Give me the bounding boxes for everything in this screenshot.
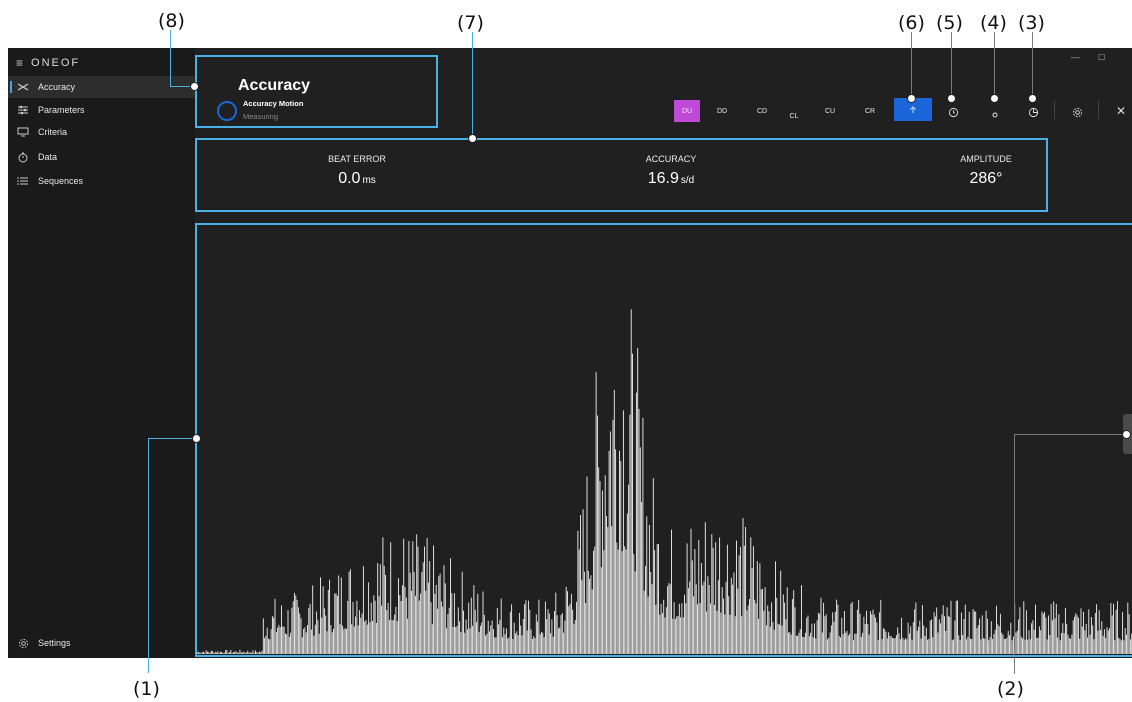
callout-6: (6) [898, 12, 925, 34]
gear-icon [16, 636, 30, 650]
record-button[interactable] [991, 106, 999, 124]
gear-icon [1072, 107, 1083, 118]
sidebar-item-label: Sequences [38, 176, 84, 186]
start-button[interactable] [894, 98, 932, 121]
sidebar-item-accuracy[interactable]: Accuracy [8, 76, 195, 98]
callout-2: (2) [997, 678, 1024, 700]
position-cr-button[interactable]: CR [864, 107, 876, 115]
report-button[interactable] [1028, 105, 1039, 123]
sidebar-item-settings[interactable]: Settings [8, 632, 195, 654]
callout-dot-7 [468, 134, 477, 143]
status-text: Measuring [243, 112, 279, 121]
position-cd-button[interactable]: CD [756, 107, 768, 115]
callout-dot-1 [192, 434, 201, 443]
sidebar-item-parameters[interactable]: Parameters [8, 99, 195, 121]
beat-error-metric: BEAT ERROR 0.0 ms [305, 154, 409, 188]
leader-line-1 [148, 438, 196, 439]
small-circle-icon [992, 112, 998, 118]
metric-unit: s/d [680, 175, 695, 186]
waveform-trace [197, 309, 1132, 654]
toolbar-divider [1098, 101, 1099, 119]
accuracy-metric: ACCURACY 16.9 s/d [616, 154, 726, 188]
callout-5: (5) [936, 12, 963, 34]
callout-dot-6 [907, 94, 916, 103]
leader-line-5 [951, 32, 952, 98]
restore-icon[interactable]: ▢ [1098, 52, 1106, 61]
page-title: Accuracy [238, 77, 311, 94]
stopwatch-icon [16, 150, 30, 164]
metric-value: 16.9 [647, 170, 679, 187]
position-du-button[interactable]: DU [674, 100, 700, 122]
pie-chart-icon [1028, 107, 1039, 118]
measuring-progress-ring [217, 101, 237, 121]
callout-dot-4 [990, 94, 999, 103]
callout-dot-3 [1028, 94, 1037, 103]
toolbar-divider [1054, 101, 1055, 119]
waveform-lines [197, 309, 1132, 654]
leader-line-8 [170, 30, 171, 87]
history-button[interactable] [948, 105, 959, 123]
minimize-icon[interactable]: — [1071, 52, 1080, 62]
sidebar-item-label: Settings [38, 638, 71, 648]
callout-dot-2 [1122, 430, 1131, 439]
accuracy-icon [16, 80, 30, 94]
sidebar-item-criteria[interactable]: Criteria [8, 121, 195, 143]
brand: ≡ ONEOF [16, 56, 80, 70]
leader-line-6 [911, 32, 912, 98]
leader-line-4 [994, 32, 995, 98]
callout-1: (1) [133, 678, 160, 700]
leader-line-1 [148, 438, 149, 673]
sidebar-item-sequences[interactable]: Sequences [8, 170, 195, 192]
leader-line-2 [1014, 434, 1015, 674]
highlight-7 [195, 138, 1048, 212]
close-icon[interactable]: ✕ [1116, 104, 1127, 118]
highlight-8 [195, 55, 438, 128]
callout-4: (4) [980, 12, 1007, 34]
highlight-1 [195, 223, 1132, 657]
sidebar-item-label: Criteria [38, 127, 68, 137]
settings-button[interactable] [1072, 105, 1083, 123]
position-dd-button[interactable]: DD [716, 107, 728, 115]
sidebar-item-label: Data [38, 152, 58, 162]
sliders-icon [16, 103, 30, 117]
metric-unit: ms [362, 175, 376, 186]
callout-dot-8 [190, 82, 199, 91]
callout-7: (7) [457, 12, 484, 34]
sidebar: ≡ ONEOF Accuracy Parameters Criteria [8, 48, 195, 658]
brand-logo: ONEOF [31, 57, 81, 69]
leader-line-2 [1014, 434, 1126, 435]
leader-line-8 [170, 86, 196, 87]
metric-value: 0.0 [338, 170, 361, 187]
leader-line-3 [1032, 32, 1033, 98]
leader-line-7 [472, 32, 473, 138]
position-cl-button[interactable]: CL [789, 112, 799, 120]
callout-3: (3) [1018, 12, 1045, 34]
sidebar-item-label: Accuracy [38, 82, 76, 92]
monitor-icon [16, 125, 30, 139]
position-cu-button[interactable]: CU [824, 107, 836, 115]
sidebar-item-data[interactable]: Data [8, 146, 195, 168]
waveform-plot [197, 309, 1132, 654]
sidebar-item-label: Parameters [38, 105, 85, 115]
arrow-up-icon [910, 105, 916, 113]
list-icon [16, 174, 30, 188]
amplitude-metric: AMPLITUDE 286° [933, 154, 1039, 188]
motion-subtitle: Accuracy Motion [243, 99, 304, 108]
metric-label: BEAT ERROR [328, 154, 386, 164]
hamburger-menu-icon[interactable]: ≡ [16, 56, 26, 70]
callout-dot-5 [947, 94, 956, 103]
metric-value: 286° [969, 170, 1003, 187]
metric-label: ACCURACY [645, 154, 697, 164]
callout-8: (8) [158, 10, 185, 32]
history-icon [948, 107, 959, 118]
metric-label: AMPLITUDE [960, 154, 1012, 164]
